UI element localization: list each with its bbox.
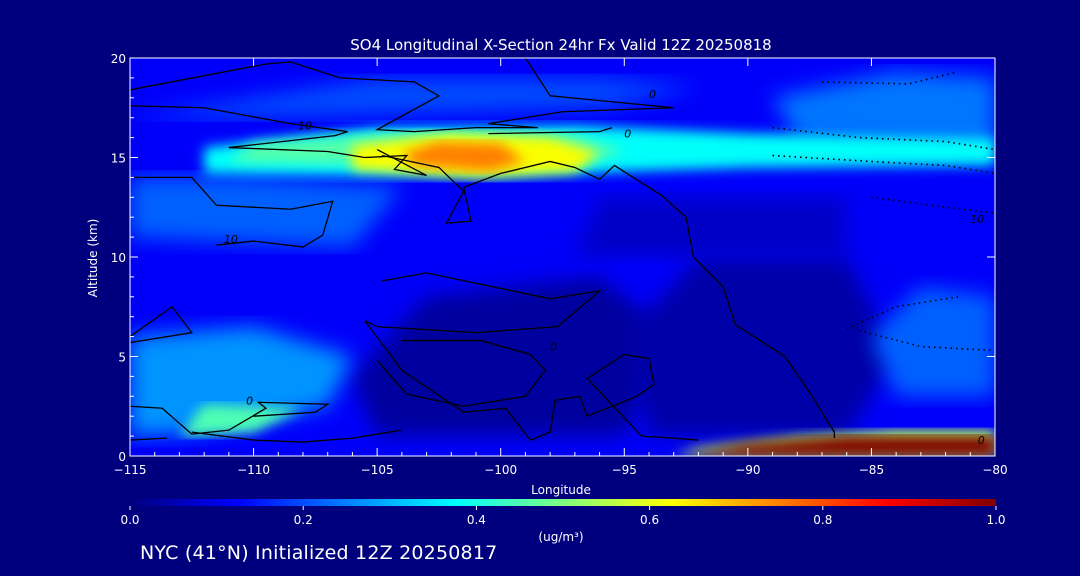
x-axis: −115 −110 −105 −100 −95 −90 −85 −80 [114,58,1008,477]
colorbar-tick-label: 1.0 [986,513,1005,527]
contour-label: 0 [246,394,253,407]
contour-label: 0 [978,434,985,447]
y-tick-label: 15 [111,152,126,166]
y-tick-label: 5 [118,351,126,365]
colorbar-tick-label: 0.8 [813,513,832,527]
contour-0-ground [191,429,402,443]
colorbar-tick-label: 0.0 [120,513,139,527]
colorbar-unit-label: (ug/m³) [538,530,583,544]
chart-title: SO4 Longitudinal X-Section 24hr Fx Valid… [350,36,771,54]
x-axis-label: Longitude [531,483,591,497]
x-tick-label: −90 [735,463,760,477]
contour-0-upper [130,58,674,133]
contour-east-trough [381,154,836,439]
colorbar-gradient [130,499,996,506]
colorbar-tick-label: 0.6 [640,513,659,527]
contour-0-center [364,272,699,441]
field-low-east [624,257,897,437]
field-east-top [772,71,995,148]
contour-dotted-1 [821,71,959,85]
contour-0-low [130,401,330,435]
y-tick-label: 10 [111,251,126,265]
contour-label: 0 [624,128,631,141]
contour-label: 0 [649,88,656,101]
x-tick-label: −85 [859,463,884,477]
contour-0-left-edge [130,437,168,441]
field-top-layer [130,77,699,118]
y-axis-label: Altitude (km) [86,219,100,298]
field-surface-plume [686,436,995,456]
contour-west-mid [130,305,193,344]
colorbar-tick-label: 0.2 [294,513,313,527]
field-east-mid [871,286,995,397]
contour-label: 10 [970,213,984,226]
x-tick-label: −100 [484,463,517,477]
contour-label: 10 [298,120,312,133]
contour-10-upper [130,105,427,177]
contour-label: 0 [550,341,557,354]
field-upper-max [401,141,526,172]
contour-dotted-2 [772,126,995,151]
footer-caption: NYC (41°N) Initialized 12Z 20250817 [140,542,498,564]
x-tick-label: −80 [982,463,1007,477]
contour-dotted-3 [772,154,995,175]
x-tick-label: −105 [361,463,394,477]
field-west-low-core [179,404,303,437]
x-tick-label: −95 [612,463,637,477]
x-tick-label: −110 [237,463,270,477]
contour-label: 10 [224,233,238,246]
colorbar-tick-label: 0.4 [467,513,486,527]
x-tick-label: −115 [114,463,147,477]
y-tick-label: 20 [111,52,126,66]
field-low-center [352,276,674,437]
contour-0-inner [376,339,547,407]
field-low-east-upper [574,197,847,257]
y-tick-label: 0 [118,450,126,464]
contour-10-west [130,176,334,248]
field-west-upper [130,177,402,248]
contour-0-mid [488,127,613,135]
colorbar: 0.0 0.2 0.4 0.6 0.8 1.0 (ug/m³) [120,499,1006,544]
plot-area: 0 0 10 10 0 0 10 0 [129,57,996,457]
y-axis: 0 5 10 15 20 [111,52,995,464]
